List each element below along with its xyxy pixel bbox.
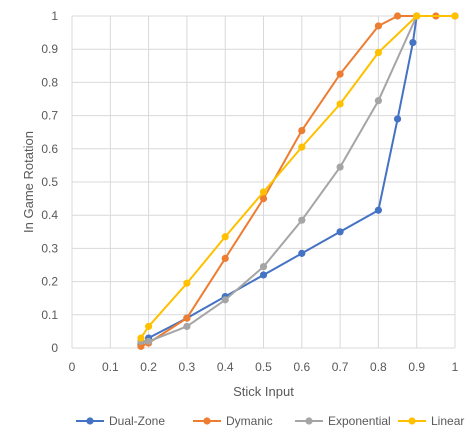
x-tick-label: 0.7 xyxy=(332,360,349,374)
y-tick-label: 0.6 xyxy=(41,142,58,156)
y-tick-label: 0.1 xyxy=(41,308,58,322)
series-line xyxy=(140,15,418,346)
data-point xyxy=(336,100,344,108)
series-dymanic xyxy=(137,12,459,350)
x-tick-label: 0.1 xyxy=(102,360,119,374)
x-axis-title: Stick Input xyxy=(233,384,294,399)
legend: Dual-Zone Dymanic Exponential Linear xyxy=(76,414,464,428)
data-point xyxy=(374,97,382,105)
data-point xyxy=(221,233,229,241)
data-point xyxy=(298,216,306,224)
series-exponential xyxy=(137,12,421,345)
legend-marker xyxy=(86,417,94,425)
data-point xyxy=(145,322,153,331)
legend-label: Exponential xyxy=(328,414,391,428)
data-point xyxy=(183,314,191,322)
y-tick-label: 0.7 xyxy=(41,109,58,123)
y-tick-label: 0.8 xyxy=(41,75,58,89)
y-tick-label: 1 xyxy=(51,9,58,23)
data-point xyxy=(183,279,191,287)
plot-series xyxy=(137,12,459,350)
data-point xyxy=(183,322,191,331)
legend-marker xyxy=(203,417,211,425)
legend-label: Linear xyxy=(431,414,464,428)
data-point xyxy=(374,22,382,30)
data-point xyxy=(145,337,153,345)
series-linear xyxy=(137,12,459,342)
series-line xyxy=(140,15,418,343)
data-point xyxy=(298,249,306,257)
data-point xyxy=(374,206,382,214)
y-tick-label: 0 xyxy=(51,341,58,355)
y-tick-label: 0.9 xyxy=(41,42,58,56)
legend-marker xyxy=(305,417,313,425)
data-point xyxy=(393,115,402,123)
data-point xyxy=(259,195,268,203)
data-point xyxy=(259,188,268,196)
y-tick-label: 0.5 xyxy=(41,175,58,189)
legend-item: Exponential xyxy=(295,414,391,428)
data-point xyxy=(393,12,402,20)
data-point xyxy=(137,334,145,342)
x-tick-label: 0.3 xyxy=(179,360,196,374)
data-point xyxy=(413,12,421,20)
y-tick-label: 0.2 xyxy=(41,275,58,289)
legend-item: Dual-Zone xyxy=(76,414,165,428)
x-tick-label: 0.6 xyxy=(293,360,310,374)
y-tick-label: 0.3 xyxy=(41,241,58,255)
x-tick-label: 0.4 xyxy=(217,360,234,374)
series-dual-zone xyxy=(137,12,421,349)
data-point xyxy=(137,342,145,350)
x-tick-label: 0.5 xyxy=(255,360,272,374)
data-point xyxy=(259,263,268,271)
data-point xyxy=(451,12,459,20)
legend-item: Linear xyxy=(398,414,464,428)
data-point xyxy=(221,296,229,304)
legend-label: Dual-Zone xyxy=(109,414,165,428)
y-axis-title: In Game Rotation xyxy=(21,131,36,233)
data-point xyxy=(336,163,344,171)
data-point xyxy=(298,143,306,151)
x-tick-label: 0 xyxy=(69,360,76,374)
data-point xyxy=(409,38,417,47)
series-line xyxy=(140,15,455,339)
data-point xyxy=(336,70,344,78)
data-point xyxy=(298,126,306,135)
x-tick-label: 0.2 xyxy=(140,360,157,374)
x-tick-label: 1 xyxy=(452,360,459,374)
data-point xyxy=(221,254,229,262)
gridlines xyxy=(71,15,456,349)
legend-item: Dymanic xyxy=(193,414,273,428)
legend-label: Dymanic xyxy=(226,414,273,428)
x-axis-ticks: 0 0.1 0.2 0.3 0.4 0.5 0.6 0.7 0.8 0.9 1 xyxy=(69,360,459,374)
y-axis-ticks: 0 0.1 0.2 0.3 0.4 0.5 0.6 0.7 0.8 0.9 1 xyxy=(41,9,58,355)
legend-marker xyxy=(408,417,416,425)
data-point xyxy=(259,271,268,279)
x-tick-label: 0.9 xyxy=(408,360,425,374)
data-point xyxy=(374,48,382,57)
y-tick-label: 0.4 xyxy=(41,208,58,222)
data-point xyxy=(336,228,344,236)
x-tick-label: 0.8 xyxy=(370,360,387,374)
